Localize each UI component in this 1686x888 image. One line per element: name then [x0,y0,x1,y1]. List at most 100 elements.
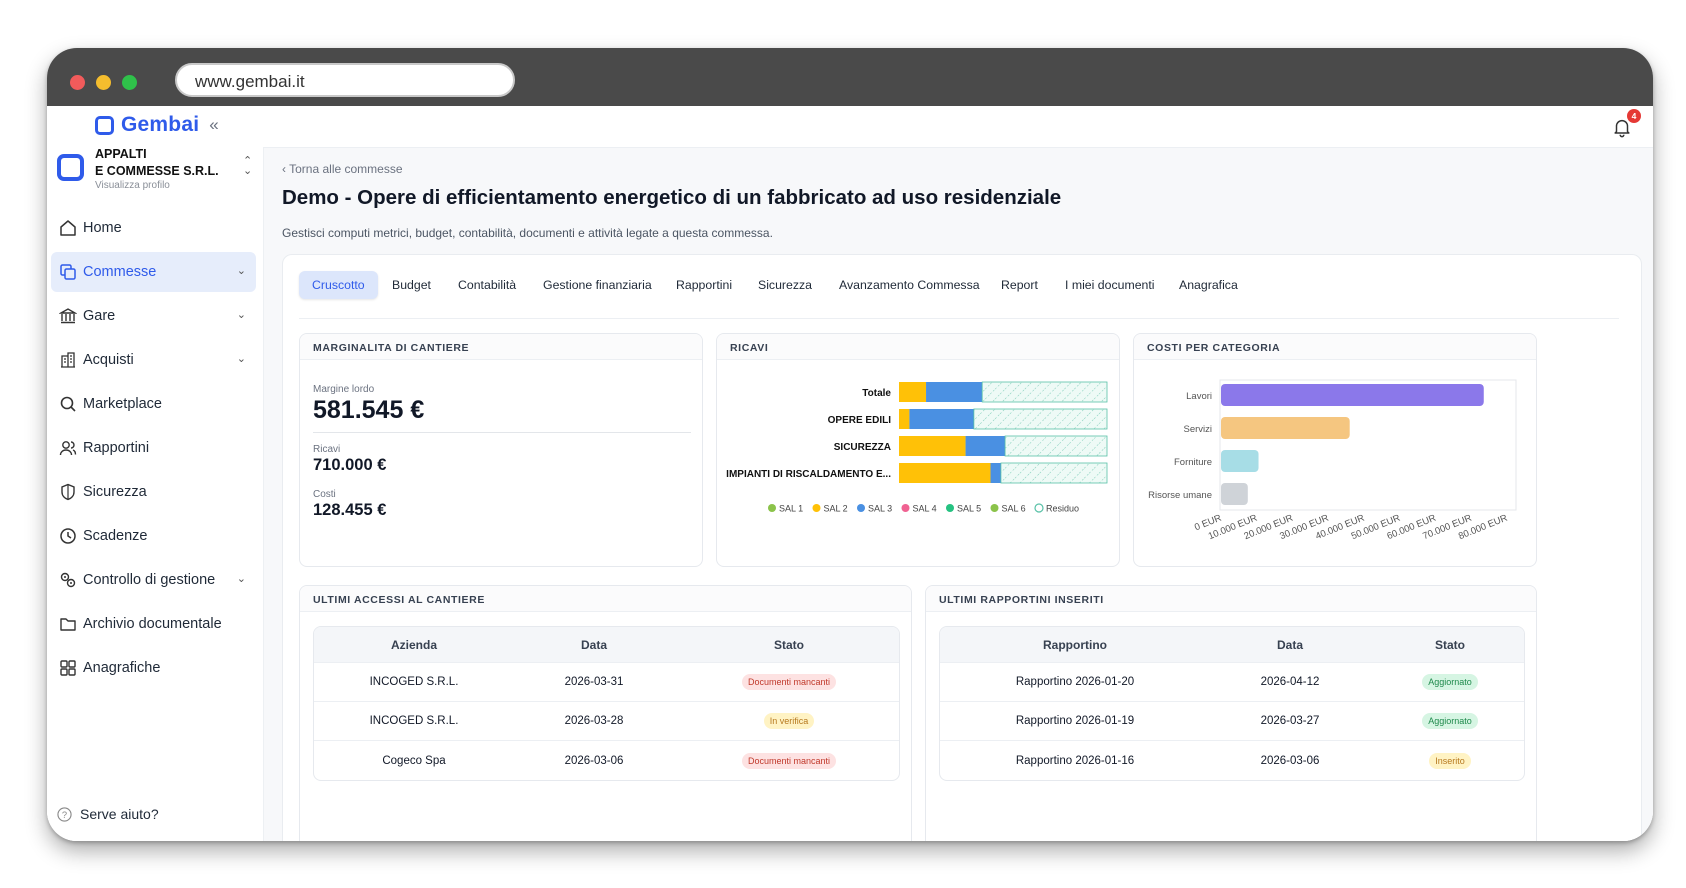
tab-sicurezza[interactable]: Sicurezza [758,278,812,292]
sidebar-item-sicurezza[interactable]: Sicurezza [51,472,256,512]
data-cell: 2026-03-06 [564,754,624,767]
column-header[interactable]: Stato [1435,637,1465,652]
sidebar-item-anagrafiche[interactable]: Anagrafiche [51,648,256,688]
bank-icon [59,307,77,325]
tab-i-miei-documenti[interactable]: I miei documenti [1065,278,1155,292]
sidebar-item-archivio-documentale[interactable]: Archivio documentale [51,604,256,644]
collapse-sidebar-icon[interactable]: « [209,115,219,134]
column-header[interactable]: Data [580,637,607,652]
sidebar-item-label: Marketplace [83,396,162,412]
revenue-label: Ricavi [313,444,341,455]
table-row[interactable]: INCOGED S.R.L. 2026-03-28 In verifica [314,702,899,741]
view-profile-link[interactable]: Visualizza profilo [95,180,170,191]
sidebar-item-marketplace[interactable]: Marketplace [51,384,256,424]
table-row[interactable]: Rapportino 2026-01-20 2026-04-12 Aggiornat… [940,663,1524,702]
revenue-value: 710.000 € [313,456,387,474]
table-row[interactable]: INCOGED S.R.L. 2026-03-31 Documenti mancan… [314,663,899,702]
status-badge: Documenti mancanti [741,674,837,690]
column-header[interactable]: Data [1276,637,1303,652]
legend-label: SAL 6 [1002,504,1026,514]
bar-segment [899,436,966,456]
bar-segment [926,382,983,402]
legend-label: SAL 3 [868,504,892,514]
table-row[interactable]: Rapportino 2026-01-16 2026-03-06 Inserito [940,741,1524,780]
status-cell: Aggiornato [1370,663,1524,701]
notification-badge: 4 [1627,109,1641,123]
chevron-down-icon: ⌄ [236,265,246,277]
bar [1221,384,1484,406]
sidebar-item-acquisti[interactable]: Acquisti ⌄ [51,340,256,380]
sidebar-item-gare[interactable]: Gare ⌄ [51,296,256,336]
folder-icon [59,615,77,633]
tab-cruscotto[interactable]: Cruscotto [299,271,378,299]
table-row[interactable]: Rapportino 2026-01-19 2026-03-27 Aggiornat… [940,702,1524,741]
address-bar[interactable]: www.gembai.it [175,63,515,97]
bell-icon[interactable] [1611,116,1633,138]
logo-text: Gembai [121,113,200,136]
back-link[interactable]: ‹ Torna alle commesse [282,162,403,176]
tab-contabilità[interactable]: Contabilità [458,278,517,292]
expand-collapse-icon: ⌃ ⌄ [243,155,253,177]
divider [313,432,691,433]
legend-label: Residuo [1046,504,1079,514]
status-badge: Aggiornato [1422,674,1478,690]
legend-swatch [1034,503,1044,513]
minimize-window-button[interactable] [96,75,111,90]
data-cell: 2026-03-06 [1260,754,1320,767]
legend-label: SAL 1 [779,504,803,514]
column-header[interactable]: Rapportino [1043,637,1107,652]
tab-avanzamento-commessa[interactable]: Avanzamento Commessa [839,278,980,292]
tab-rapportini[interactable]: Rapportini [676,278,733,292]
margin-card: MARGINALITA DI CANTIERE Margine lordo 58… [299,333,703,567]
legend-swatch [812,504,821,512]
sidebar-item-scadenze[interactable]: Scadenze [51,516,256,556]
legend-swatch [768,504,776,512]
sidebar-item-label: Scadenze [83,528,148,544]
category-label: SICUREZZA [834,442,891,453]
search-icon [59,395,77,413]
sidebar-item-rapportini[interactable]: Rapportini [51,428,256,468]
bar [1221,417,1350,439]
chevron-down-icon: ⌄ [236,309,246,321]
sidebar-item-label: Home [83,220,122,236]
data-cell: 2026-03-31 [564,676,624,688]
sidebar-item-label: Controllo di gestione [83,572,216,588]
column-header[interactable]: Stato [774,637,804,652]
close-window-button[interactable] [70,75,85,90]
bar [1221,450,1259,472]
bar-segment [973,408,1108,430]
margin-card-title: MARGINALITA DI CANTIERE [300,334,702,360]
tab-report[interactable]: Report [1001,278,1038,292]
tab-anagrafica[interactable]: Anagrafica [1179,278,1238,292]
sidebar: Gembai « APPALTI E COMMESSE S.R.L. Visua… [47,106,263,841]
bar-segment [981,381,1108,403]
sidebar-item-label: Sicurezza [83,484,147,500]
legend-swatch [946,504,954,512]
company-switcher[interactable]: APPALTI E COMMESSE S.R.L. Visualizza pro… [57,146,257,196]
table-row[interactable]: Cogeco Spa 2026-03-06 Documenti mancanti [314,741,899,780]
tab-gestione-finanziaria[interactable]: Gestione finanziaria [543,278,652,292]
column-header[interactable]: Azienda [390,637,437,652]
table-header-row: Rapportino Data Stato [940,627,1524,663]
app: Gembai « APPALTI E COMMESSE S.R.L. Visua… [47,106,1653,841]
bar-segment [990,463,1001,483]
maximize-window-button[interactable] [122,75,137,90]
help-link[interactable]: ? Serve aiuto? [57,806,159,822]
logo[interactable]: Gembai « [95,113,219,137]
browser-chrome: www.gembai.it [47,48,1653,106]
sidebar-item-home[interactable]: Home [51,208,256,248]
status-cell: Documenti mancanti [684,741,894,780]
gross-margin-value: 581.545 € [313,396,425,424]
sidebar-item-controllo-di-gestione[interactable]: Controllo di gestione ⌄ [51,560,256,600]
bar-segment [965,436,1006,456]
main-content: ‹ Torna alle commesse Demo - Opere di ef… [263,148,1653,841]
dashboard-panel: Cruscotto Budget Contabilità Gestione finan… [282,254,1642,841]
company-name-line2: E COMMESSE S.R.L. [95,164,219,178]
reports-card: ULTIMI RAPPORTINI INSERITI Rapportino Dat… [925,585,1537,841]
site-access-card: ULTIMI ACCESSI AL CANTIERE Azienda Data St… [299,585,912,841]
sidebar-item-label: Anagrafiche [83,660,161,676]
tab-budget[interactable]: Budget [392,278,431,292]
rapportino-cell: Rapportino 2026-01-19 [1015,715,1135,727]
sidebar-item-commesse[interactable]: Commesse ⌄ [51,252,256,292]
logo-mark-icon [95,115,114,135]
